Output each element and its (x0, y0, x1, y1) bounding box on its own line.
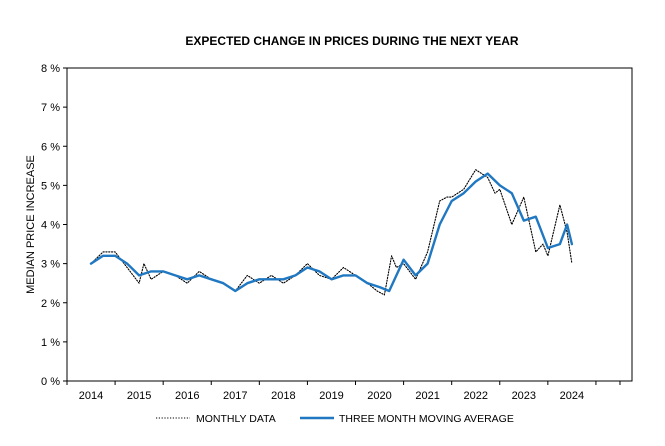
y-tick-label: 6 % (41, 141, 60, 153)
legend-label-moving-average: THREE MONTH MOVING AVERAGE (339, 413, 514, 425)
x-axis: 2014 2015 2016 2017 2018 2019 2020 2021 2022 2023… (66, 381, 621, 402)
x-tick-label: 2021 (415, 390, 439, 402)
chart-title: EXPECTED CHANGE IN PRICES DURING THE NEX… (185, 34, 518, 48)
x-tick-label: 2020 (367, 390, 391, 402)
x-tick-label: 2019 (319, 390, 343, 402)
y-tick-label: 5 % (41, 180, 60, 192)
x-tick-label: 2017 (223, 390, 247, 402)
x-tick-label: 2018 (271, 390, 295, 402)
y-tick-label: 3 % (41, 259, 60, 271)
y-tick-label: 7 % (41, 102, 60, 114)
y-tick-label: 4 % (41, 220, 60, 232)
x-tick-label: 2014 (79, 390, 103, 402)
x-tick-label: 2022 (463, 390, 487, 402)
plot-area-frame (66, 67, 633, 382)
series-layer (89, 169, 574, 296)
x-tick-label: 2015 (127, 390, 151, 402)
x-tick-label: 2016 (175, 390, 199, 402)
y-tick-label: 1 % (41, 337, 60, 349)
y-axis-label: MEDIAN PRICE INCREASE (25, 155, 37, 294)
series-monthly-data (90, 169, 573, 296)
legend: MONTHLY DATA THREE MONTH MOVING AVERAGE (156, 413, 514, 425)
x-tick-label: 2024 (560, 390, 584, 402)
series-three-month-moving-average (89, 172, 574, 293)
legend-label-monthly: MONTHLY DATA (196, 413, 276, 425)
y-axis: 0 % 1 % 2 % 3 % 4 % 5 % 6 % 7 % 8 % (41, 63, 67, 388)
y-tick-label: 0 % (41, 376, 60, 388)
y-tick-label: 2 % (41, 298, 60, 310)
y-tick-label: 8 % (41, 63, 60, 75)
x-tick-label: 2023 (512, 390, 536, 402)
